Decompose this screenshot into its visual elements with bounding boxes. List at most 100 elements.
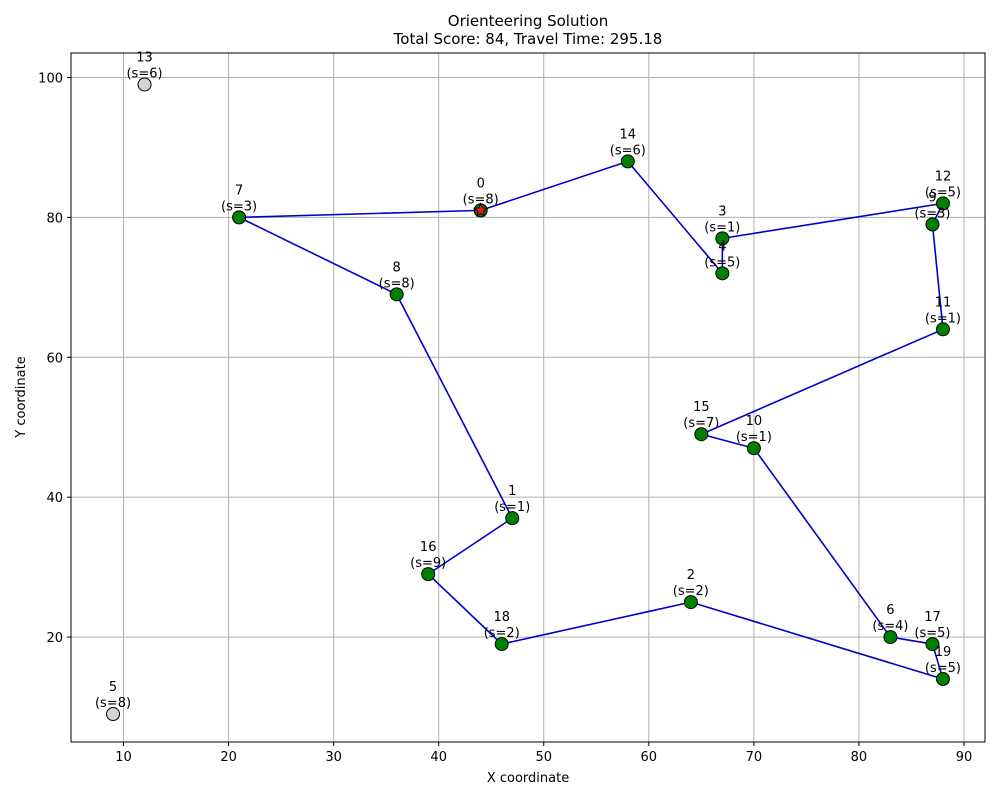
visited-node-marker bbox=[232, 210, 247, 225]
node-id-label: 3 bbox=[718, 204, 726, 219]
node-score-label: (s=5) bbox=[925, 185, 961, 200]
y-tick-label: 40 bbox=[46, 491, 63, 506]
visited-node-marker bbox=[883, 630, 898, 645]
y-tick-label: 60 bbox=[46, 351, 63, 366]
y-tick-label: 20 bbox=[46, 631, 63, 646]
unvisited-node-marker bbox=[106, 707, 121, 722]
node-score-label: (s=2) bbox=[484, 626, 520, 641]
route-segment bbox=[701, 433, 755, 449]
node-id-label: 5 bbox=[109, 680, 117, 695]
y-axis-ticks: 20 40 60 80 100 bbox=[38, 71, 71, 646]
node-markers bbox=[106, 77, 950, 722]
x-tick-label: 60 bbox=[641, 750, 658, 765]
route-segment bbox=[501, 601, 692, 645]
node-score-label: (s=8) bbox=[95, 696, 131, 711]
node-score-label: (s=3) bbox=[221, 199, 257, 214]
x-tick-label: 80 bbox=[851, 750, 868, 765]
node-id-label: 9 bbox=[928, 190, 936, 205]
visited-node-marker bbox=[620, 154, 635, 169]
node-score-label: (s=4) bbox=[872, 619, 908, 634]
visited-node-marker bbox=[505, 511, 520, 526]
node-id-label: 11 bbox=[935, 295, 952, 310]
node-id-label: 12 bbox=[935, 169, 952, 184]
node-labels: 0(s=8)1(s=1)2(s=2)3(s=1)4(s=5)5(s=8)6(s=… bbox=[95, 50, 961, 711]
route-segment bbox=[480, 160, 629, 212]
node-id-label: 19 bbox=[935, 645, 952, 660]
visited-node-marker bbox=[925, 217, 940, 232]
node-id-label: 10 bbox=[746, 414, 763, 429]
route-segment bbox=[722, 202, 944, 240]
node-id-label: 13 bbox=[136, 50, 153, 65]
route-segment bbox=[931, 224, 944, 330]
node-id-label: 4 bbox=[718, 239, 726, 254]
node-score-label: (s=5) bbox=[704, 255, 740, 270]
node-id-label: 0 bbox=[477, 176, 485, 191]
node-score-label: (s=6) bbox=[126, 66, 162, 81]
x-tick-label: 50 bbox=[535, 750, 552, 765]
visited-node-marker bbox=[715, 266, 730, 281]
node-id-label: 17 bbox=[924, 610, 941, 625]
unvisited-node-marker bbox=[137, 77, 152, 92]
visited-node-marker bbox=[421, 567, 436, 582]
node-score-label: (s=1) bbox=[736, 430, 772, 445]
route-segment bbox=[395, 293, 513, 519]
node-score-label: (s=9) bbox=[410, 556, 446, 571]
x-tick-label: 40 bbox=[430, 750, 447, 765]
visited-node-marker bbox=[683, 595, 698, 610]
plot-area-frame bbox=[70, 52, 986, 743]
node-score-label: (s=3) bbox=[914, 206, 950, 221]
visited-node-marker bbox=[925, 637, 940, 652]
x-tick-label: 90 bbox=[956, 750, 973, 765]
node-score-label: (s=5) bbox=[925, 661, 961, 676]
node-score-label: (s=1) bbox=[704, 220, 740, 235]
node-score-label: (s=8) bbox=[463, 192, 499, 207]
route-path bbox=[238, 160, 944, 680]
x-tick-label: 10 bbox=[115, 750, 132, 765]
visited-node-marker bbox=[389, 287, 404, 302]
node-id-label: 7 bbox=[235, 183, 243, 198]
route-segment bbox=[427, 573, 503, 645]
route-segment bbox=[238, 216, 398, 296]
visited-node-marker bbox=[715, 231, 730, 246]
route-segment bbox=[690, 601, 944, 680]
node-id-label: 15 bbox=[693, 400, 710, 415]
visited-node-marker bbox=[694, 427, 709, 442]
node-id-label: 6 bbox=[886, 603, 894, 618]
chart-subtitle: Total Score: 84, Travel Time: 295.18 bbox=[393, 30, 663, 48]
node-id-label: 2 bbox=[687, 568, 695, 583]
node-id-label: 14 bbox=[620, 127, 637, 142]
route-segment bbox=[427, 517, 513, 575]
node-score-label: (s=5) bbox=[914, 626, 950, 641]
visited-node-marker bbox=[494, 637, 509, 652]
node-score-label: (s=1) bbox=[494, 500, 530, 515]
node-id-label: 1 bbox=[508, 484, 516, 499]
node-score-label: (s=6) bbox=[610, 143, 646, 158]
x-tick-label: 30 bbox=[325, 750, 342, 765]
node-id-label: 16 bbox=[420, 540, 437, 555]
depot-star-marker bbox=[473, 202, 489, 217]
x-tick-label: 70 bbox=[746, 750, 763, 765]
node-id-label: 18 bbox=[493, 610, 510, 625]
node-score-label: (s=7) bbox=[683, 416, 719, 431]
node-id-label: 8 bbox=[393, 260, 401, 275]
y-tick-label: 80 bbox=[46, 211, 63, 226]
visited-node-marker bbox=[935, 672, 950, 687]
x-tick-label: 20 bbox=[220, 750, 237, 765]
y-tick-label: 100 bbox=[38, 71, 63, 86]
route-segment bbox=[753, 447, 892, 638]
x-axis-ticks: 10 20 30 40 50 60 70 80 90 bbox=[115, 742, 972, 765]
chart-title: Orienteering Solution bbox=[448, 12, 608, 30]
node-score-label: (s=2) bbox=[673, 584, 709, 599]
grid-lines bbox=[71, 53, 985, 742]
route-segment bbox=[239, 209, 481, 219]
node-score-label: (s=8) bbox=[379, 276, 415, 291]
visited-node-marker bbox=[746, 441, 761, 456]
visited-node-marker bbox=[935, 322, 950, 337]
route-segment bbox=[890, 636, 933, 645]
route-segment bbox=[627, 160, 723, 274]
x-axis-label: X coordinate bbox=[487, 771, 569, 786]
route-segment bbox=[701, 328, 944, 435]
y-axis-label: Y coordinate bbox=[14, 356, 29, 438]
visited-node-marker bbox=[935, 196, 950, 211]
